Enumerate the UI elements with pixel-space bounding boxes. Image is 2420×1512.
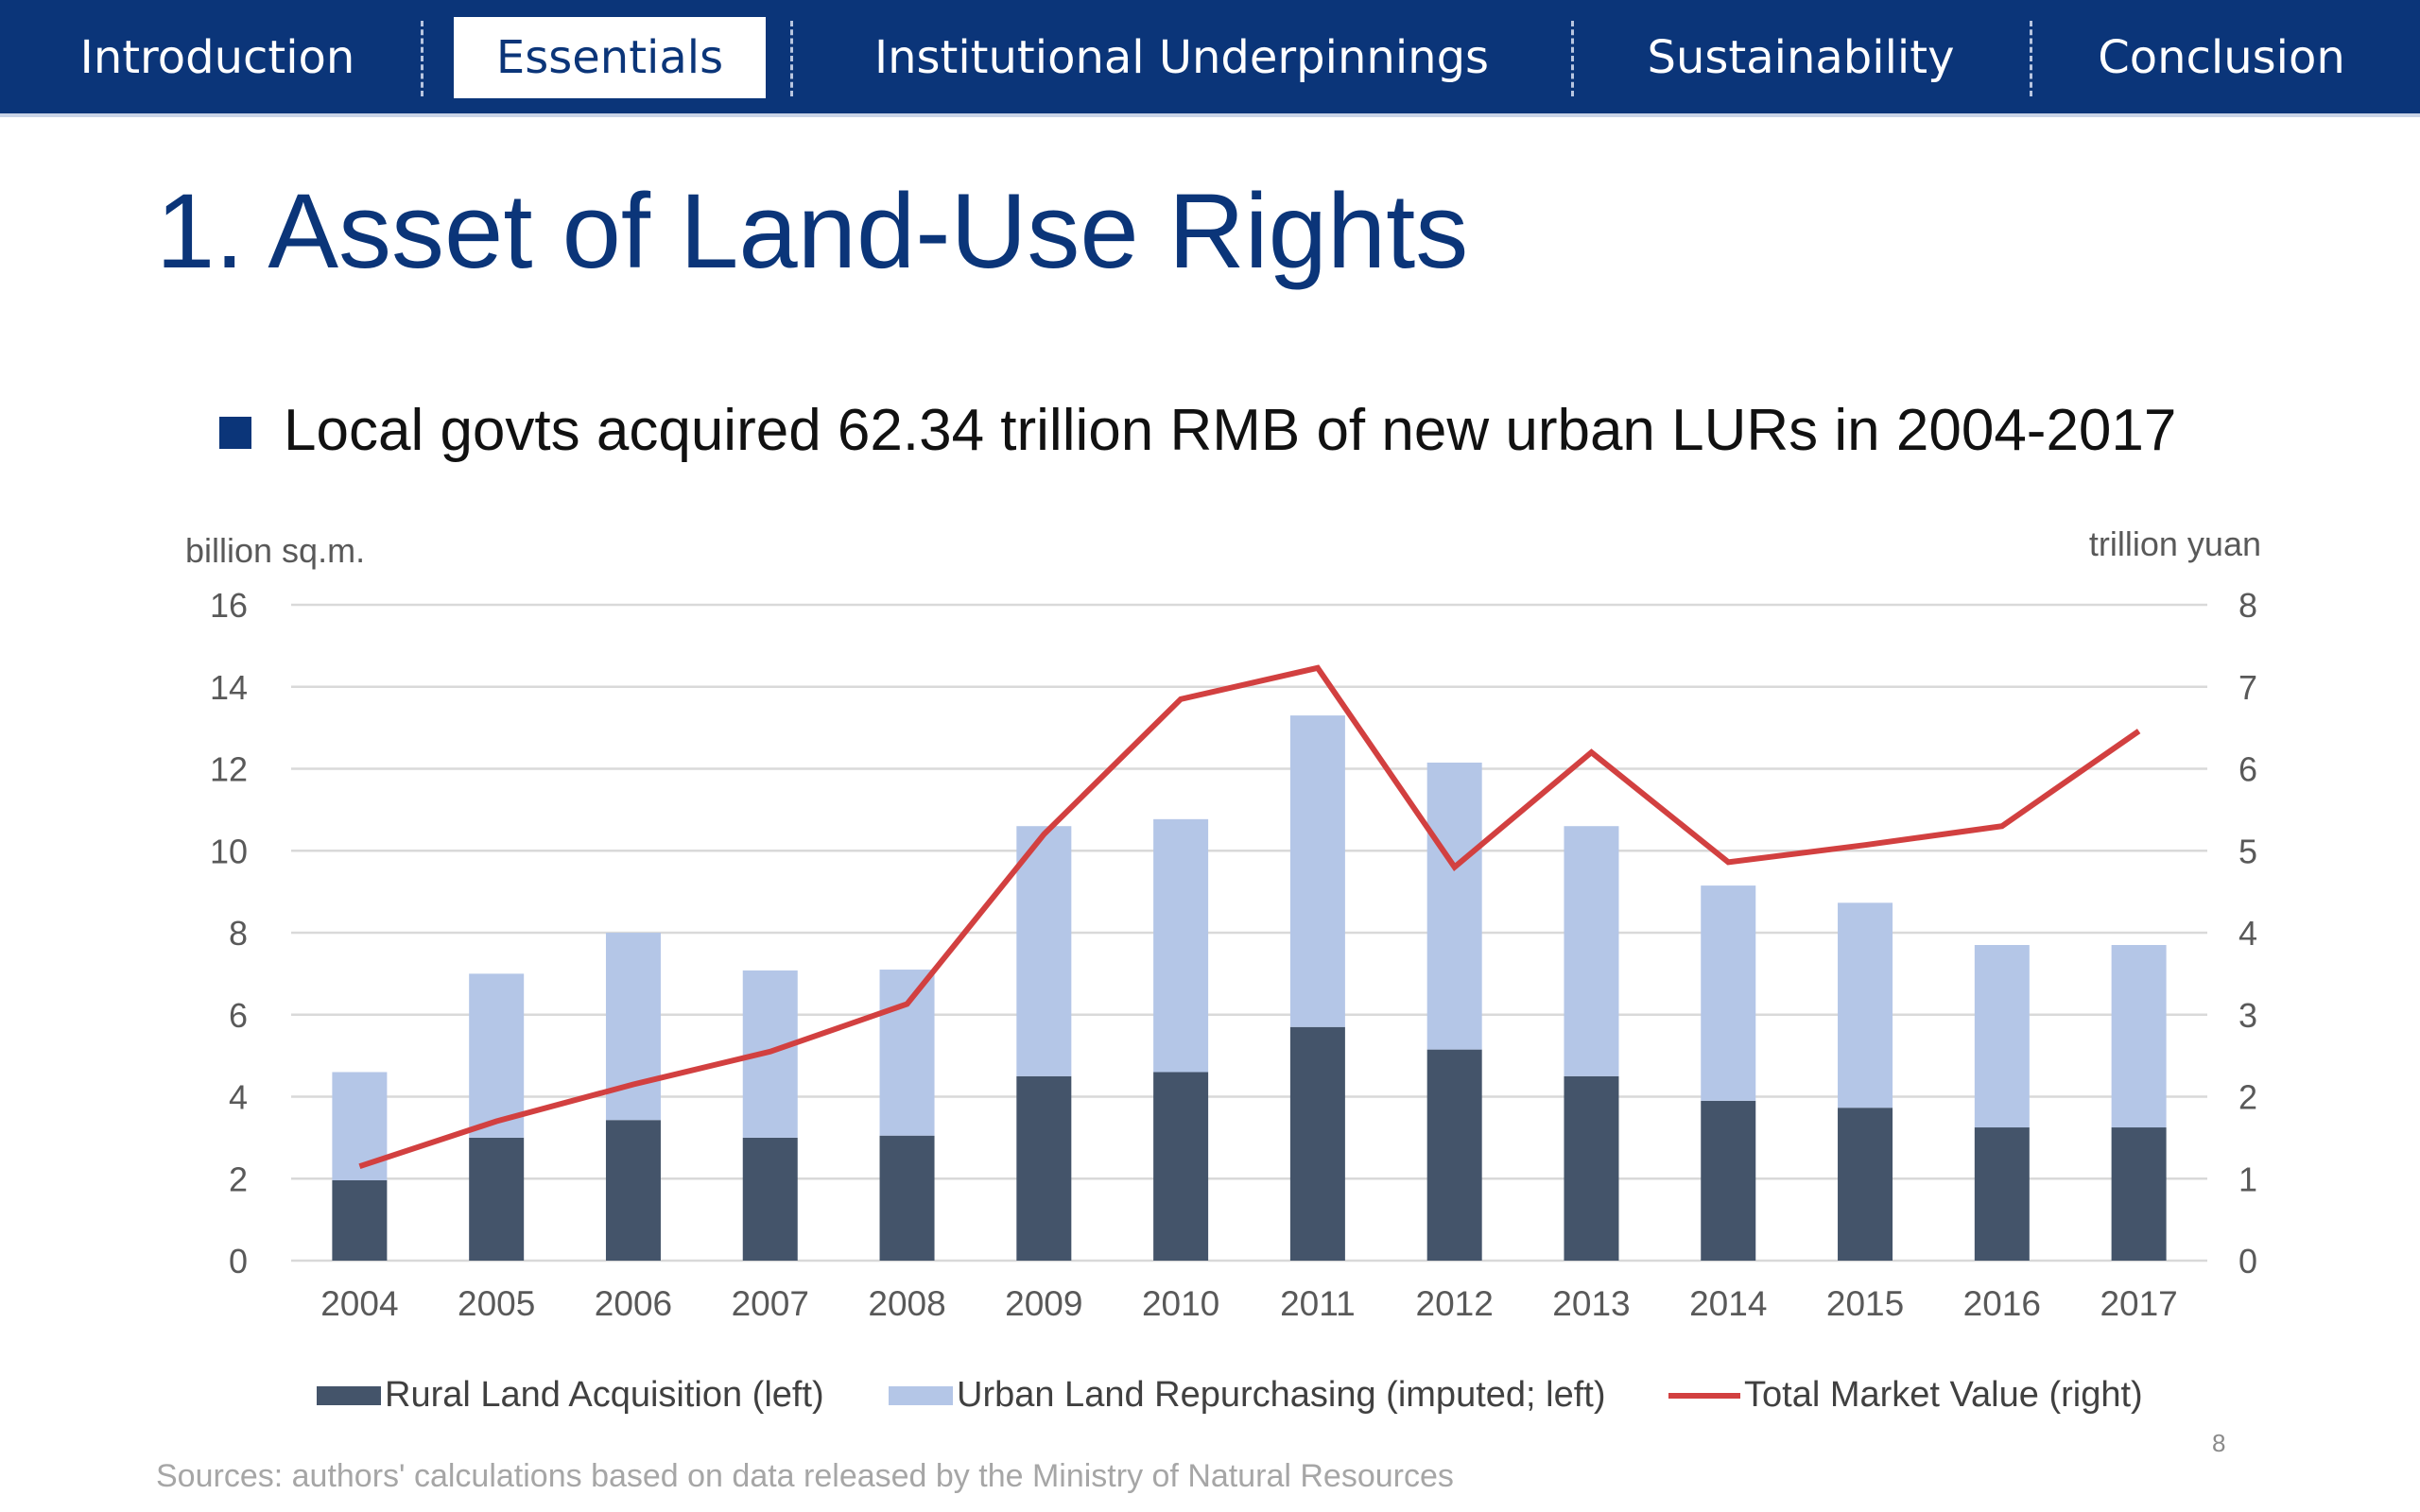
left-tick-label: 10 — [210, 832, 248, 870]
x-tick-label: 2004 — [320, 1284, 398, 1323]
left-tick-label: 16 — [210, 586, 248, 625]
bar-rural-2011 — [1289, 1026, 1345, 1261]
bar-rural-2016 — [1974, 1127, 2030, 1261]
bar-rural-2007 — [742, 1137, 798, 1261]
section-nav: Introduction Essentials Institutional Un… — [0, 0, 2420, 117]
x-tick-label: 2009 — [1005, 1284, 1082, 1323]
bar-urban-2015 — [1838, 902, 1893, 1108]
nav-tab-introduction[interactable]: Introduction — [79, 31, 355, 84]
bar-rural-2017 — [2111, 1127, 2167, 1261]
bar-rural-2004 — [332, 1179, 388, 1261]
bar-urban-2011 — [1289, 715, 1345, 1027]
legend-swatch-line — [1668, 1392, 1740, 1399]
right-tick-label: 2 — [2238, 1078, 2257, 1117]
bar-urban-2016 — [1974, 945, 2030, 1128]
source-note: Sources: authors' calculations based on … — [156, 1458, 1454, 1494]
right-axis-unit: trillion yuan — [2088, 524, 2261, 563]
legend-label-urban: Urban Land Repurchasing (imputed; left) — [957, 1375, 1606, 1415]
x-tick-label: 2007 — [732, 1284, 809, 1323]
bar-urban-2014 — [1701, 885, 1756, 1101]
bar-rural-2010 — [1153, 1072, 1209, 1261]
bullet-square-icon — [219, 417, 251, 449]
right-tick-label: 7 — [2238, 668, 2257, 707]
left-tick-label: 14 — [210, 668, 248, 707]
x-tick-label: 2015 — [1826, 1284, 1904, 1323]
bar-urban-2010 — [1153, 818, 1209, 1073]
legend-urban: Urban Land Repurchasing (imputed; left) — [889, 1375, 1606, 1416]
left-tick-label: 6 — [229, 996, 248, 1035]
line-total-market-value — [358, 664, 2141, 1170]
nav-tab-institutional-underpinnings[interactable]: Institutional Underpinnings — [873, 31, 1490, 84]
right-tick-label: 5 — [2238, 832, 2257, 870]
slide-title: 1. Asset of Land-Use Rights — [156, 172, 1469, 290]
legend-swatch-rural — [317, 1385, 381, 1405]
x-tick-label: 2013 — [1552, 1284, 1630, 1323]
bar-urban-2013 — [1564, 826, 1619, 1076]
x-tick-label: 2017 — [2100, 1284, 2177, 1323]
right-tick-label: 6 — [2238, 750, 2257, 789]
bar-rural-2013 — [1564, 1075, 1619, 1261]
nav-separator — [790, 21, 793, 96]
bullet-text: Local govts acquired 62.34 trillion RMB … — [284, 398, 2177, 463]
legend-total: Total Market Value (right) — [1668, 1375, 2143, 1416]
x-tick-label: 2014 — [1689, 1284, 1767, 1323]
x-tick-label: 2005 — [458, 1284, 535, 1323]
bar-rural-2012 — [1426, 1049, 1482, 1261]
left-axis-unit: billion sq.m. — [185, 531, 366, 570]
nav-tab-essentials[interactable]: Essentials — [454, 17, 766, 98]
x-tick-label: 2008 — [868, 1284, 945, 1323]
x-tick-label: 2016 — [1963, 1284, 2041, 1323]
bar-rural-2009 — [1016, 1075, 1072, 1261]
bar-urban-2005 — [469, 973, 525, 1138]
legend-swatch-urban — [889, 1385, 953, 1405]
nav-separator — [2030, 21, 2032, 96]
left-tick-label: 4 — [229, 1078, 248, 1117]
left-tick-label: 0 — [229, 1242, 248, 1280]
right-tick-label: 8 — [2238, 586, 2257, 625]
x-tick-label: 2012 — [1416, 1284, 1494, 1323]
x-tick-label: 2006 — [595, 1284, 672, 1323]
bar-rural-2008 — [879, 1135, 935, 1261]
nav-tab-conclusion[interactable]: Conclusion — [2098, 31, 2345, 84]
bar-urban-2009 — [1016, 826, 1072, 1076]
right-tick-label: 1 — [2238, 1160, 2257, 1198]
page-number: 8 — [2212, 1429, 2226, 1457]
bar-rural-2014 — [1701, 1100, 1756, 1261]
nav-separator — [1571, 21, 1574, 96]
right-tick-label: 4 — [2238, 914, 2257, 953]
left-tick-label: 8 — [229, 914, 248, 953]
left-tick-label: 12 — [210, 750, 248, 789]
bar-urban-2012 — [1426, 762, 1482, 1050]
bar-rural-2006 — [605, 1120, 661, 1261]
bar-rural-2015 — [1838, 1108, 1893, 1261]
bar-urban-2017 — [2111, 945, 2167, 1128]
left-tick-label: 2 — [229, 1160, 248, 1198]
x-tick-label: 2011 — [1280, 1284, 1356, 1323]
legend-label-rural: Rural Land Acquisition (left) — [385, 1375, 824, 1415]
legend-rural: Rural Land Acquisition (left) — [317, 1375, 824, 1416]
x-tick-label: 2010 — [1142, 1284, 1219, 1323]
right-tick-label: 0 — [2238, 1242, 2257, 1280]
right-tick-label: 3 — [2238, 996, 2257, 1035]
legend-label-total: Total Market Value (right) — [1744, 1375, 2143, 1415]
nav-separator — [421, 21, 424, 96]
bar-urban-2008 — [879, 970, 935, 1136]
bar-rural-2005 — [469, 1137, 525, 1261]
nav-tab-sustainability[interactable]: Sustainability — [1647, 31, 1955, 84]
